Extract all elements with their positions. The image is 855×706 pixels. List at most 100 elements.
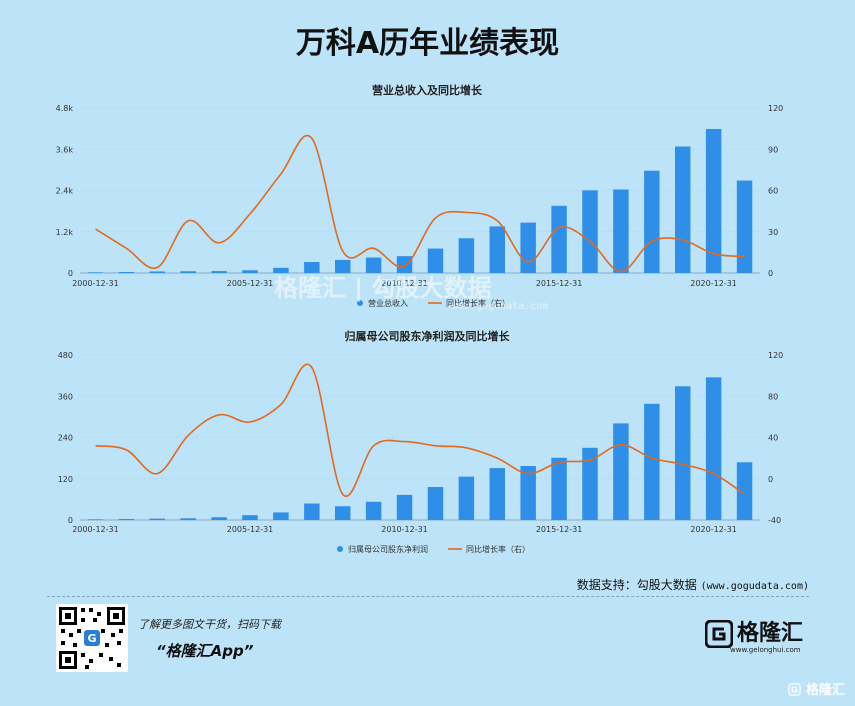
svg-text:G: G bbox=[87, 632, 96, 645]
corner-watermark-icon bbox=[788, 683, 802, 696]
y-right-tick-label: 0 bbox=[768, 475, 773, 484]
y-left-tick-label: 4.8k bbox=[56, 104, 74, 113]
brand-logo: 格隆汇 bbox=[705, 620, 803, 648]
source-text: 数据支持：勾股大数据 bbox=[576, 578, 697, 592]
bar bbox=[149, 518, 165, 520]
chart-title: 归属母公司股东净利润及同比增长 bbox=[345, 329, 511, 343]
y-left-tick-label: 0 bbox=[68, 269, 73, 278]
data-source: 数据支持：勾股大数据 (www.gogudata.com) bbox=[577, 576, 809, 593]
y-right-tick-label: 80 bbox=[768, 392, 778, 401]
bar bbox=[427, 248, 444, 273]
bar bbox=[335, 506, 351, 520]
bar bbox=[675, 386, 691, 520]
x-tick-label: 2020-12-31 bbox=[690, 279, 737, 288]
y-right-tick-label: 0 bbox=[768, 269, 773, 278]
source-url: (www.gogudata.com) bbox=[700, 581, 809, 592]
x-tick-label: 2015-12-31 bbox=[536, 525, 583, 534]
y-right-tick-label: 60 bbox=[768, 187, 778, 196]
bar bbox=[149, 271, 165, 273]
bar bbox=[458, 238, 475, 273]
y-left-tick-label: 480 bbox=[58, 351, 73, 360]
y-left-tick-label: 120 bbox=[58, 475, 73, 484]
x-tick-label: 2010-12-31 bbox=[381, 525, 428, 534]
center-watermark: 格隆汇 | 勾股大数据 bbox=[274, 274, 492, 302]
bar bbox=[458, 476, 475, 520]
bar bbox=[211, 517, 227, 520]
y-right-tick-label: 90 bbox=[768, 145, 778, 154]
bar bbox=[365, 257, 382, 273]
bar bbox=[180, 271, 196, 273]
bar bbox=[304, 262, 320, 273]
legend-bar-label: 营业总收入 bbox=[368, 298, 408, 308]
bar bbox=[736, 462, 753, 520]
bar bbox=[613, 423, 629, 520]
bar bbox=[242, 270, 258, 273]
y-right-tick-label: 120 bbox=[768, 104, 783, 113]
legend-bar-label: 归属母公司股东净利润 bbox=[348, 544, 428, 554]
revenue-chart: 营业总收入及同比增长 0 1.2k 2.4k 3.6k 4.8k 0 30 60 90 120 200… bbox=[56, 83, 784, 308]
y-left-tick-label: 3.6k bbox=[56, 145, 74, 154]
growth-rate-line bbox=[95, 363, 745, 498]
bar bbox=[644, 170, 660, 273]
bar bbox=[304, 503, 320, 520]
growth-rate-line bbox=[95, 134, 745, 273]
y-left-tick-label: 2.4k bbox=[56, 187, 74, 196]
bar bbox=[335, 259, 351, 273]
bar bbox=[242, 515, 258, 520]
bar bbox=[180, 518, 196, 520]
bar bbox=[520, 222, 536, 273]
brand-logo-url: www.gelonghui.com bbox=[730, 646, 801, 654]
bar bbox=[736, 180, 753, 273]
center-watermark-url: www.gogudata.com bbox=[452, 301, 549, 312]
chart-title: 营业总收入及同比增长 bbox=[372, 83, 483, 97]
bar bbox=[644, 403, 660, 520]
y-right-tick-label: 30 bbox=[768, 228, 778, 237]
x-tick-label: 2005-12-31 bbox=[227, 525, 274, 534]
bar bbox=[273, 512, 289, 520]
bar bbox=[705, 377, 722, 520]
page-title: 万科A历年业绩表现 bbox=[295, 26, 560, 61]
bar bbox=[489, 226, 505, 273]
bar bbox=[273, 267, 289, 273]
y-left-tick-label: 360 bbox=[58, 392, 73, 401]
brand-logo-icon bbox=[705, 620, 733, 648]
y-left-tick-label: 0 bbox=[68, 516, 73, 525]
legend-bar-marker bbox=[357, 300, 363, 306]
bar bbox=[211, 271, 227, 273]
promo-line: 了解更多图文干货，扫码下载 bbox=[138, 618, 281, 631]
y-right-tick-label: -40 bbox=[768, 516, 781, 525]
legend-bar-marker bbox=[337, 546, 343, 552]
bar bbox=[675, 146, 691, 273]
x-tick-label: 2015-12-31 bbox=[536, 279, 583, 288]
x-tick-label: 2010-12-31 bbox=[381, 279, 428, 288]
bar bbox=[427, 487, 444, 520]
y-left-tick-label: 240 bbox=[58, 434, 73, 443]
bar bbox=[582, 190, 598, 273]
x-tick-label: 2000-12-31 bbox=[72, 525, 119, 534]
y-right-tick-label: 40 bbox=[768, 434, 778, 443]
bar bbox=[551, 205, 567, 273]
y-right-tick-label: 120 bbox=[768, 351, 783, 360]
x-tick-label: 2000-12-31 bbox=[72, 279, 119, 288]
bar bbox=[87, 272, 104, 273]
legend-line-label: 同比增长率（右） bbox=[466, 544, 530, 554]
bar bbox=[365, 501, 382, 520]
net-profit-chart: 归属母公司股东净利润及同比增长 0 120 240 360 480 -40 0 40 80 120 2… bbox=[58, 329, 784, 554]
brand-logo-text: 格隆汇 bbox=[737, 621, 804, 646]
bar bbox=[118, 271, 135, 273]
legend-line-label: 同比增长率（右） bbox=[446, 298, 510, 308]
bar bbox=[396, 494, 413, 520]
bar bbox=[582, 447, 598, 520]
bar bbox=[87, 519, 104, 520]
x-tick-label: 2005-12-31 bbox=[227, 279, 274, 288]
bar bbox=[396, 256, 413, 273]
divider bbox=[47, 596, 809, 597]
bar bbox=[613, 189, 629, 273]
bar bbox=[118, 518, 135, 520]
x-tick-label: 2020-12-31 bbox=[690, 525, 737, 534]
y-left-tick-label: 1.2k bbox=[56, 228, 74, 237]
bar bbox=[705, 128, 722, 273]
qr-code[interactable]: G bbox=[56, 604, 128, 672]
bar bbox=[551, 457, 567, 520]
corner-watermark: 格隆汇 bbox=[788, 679, 845, 698]
